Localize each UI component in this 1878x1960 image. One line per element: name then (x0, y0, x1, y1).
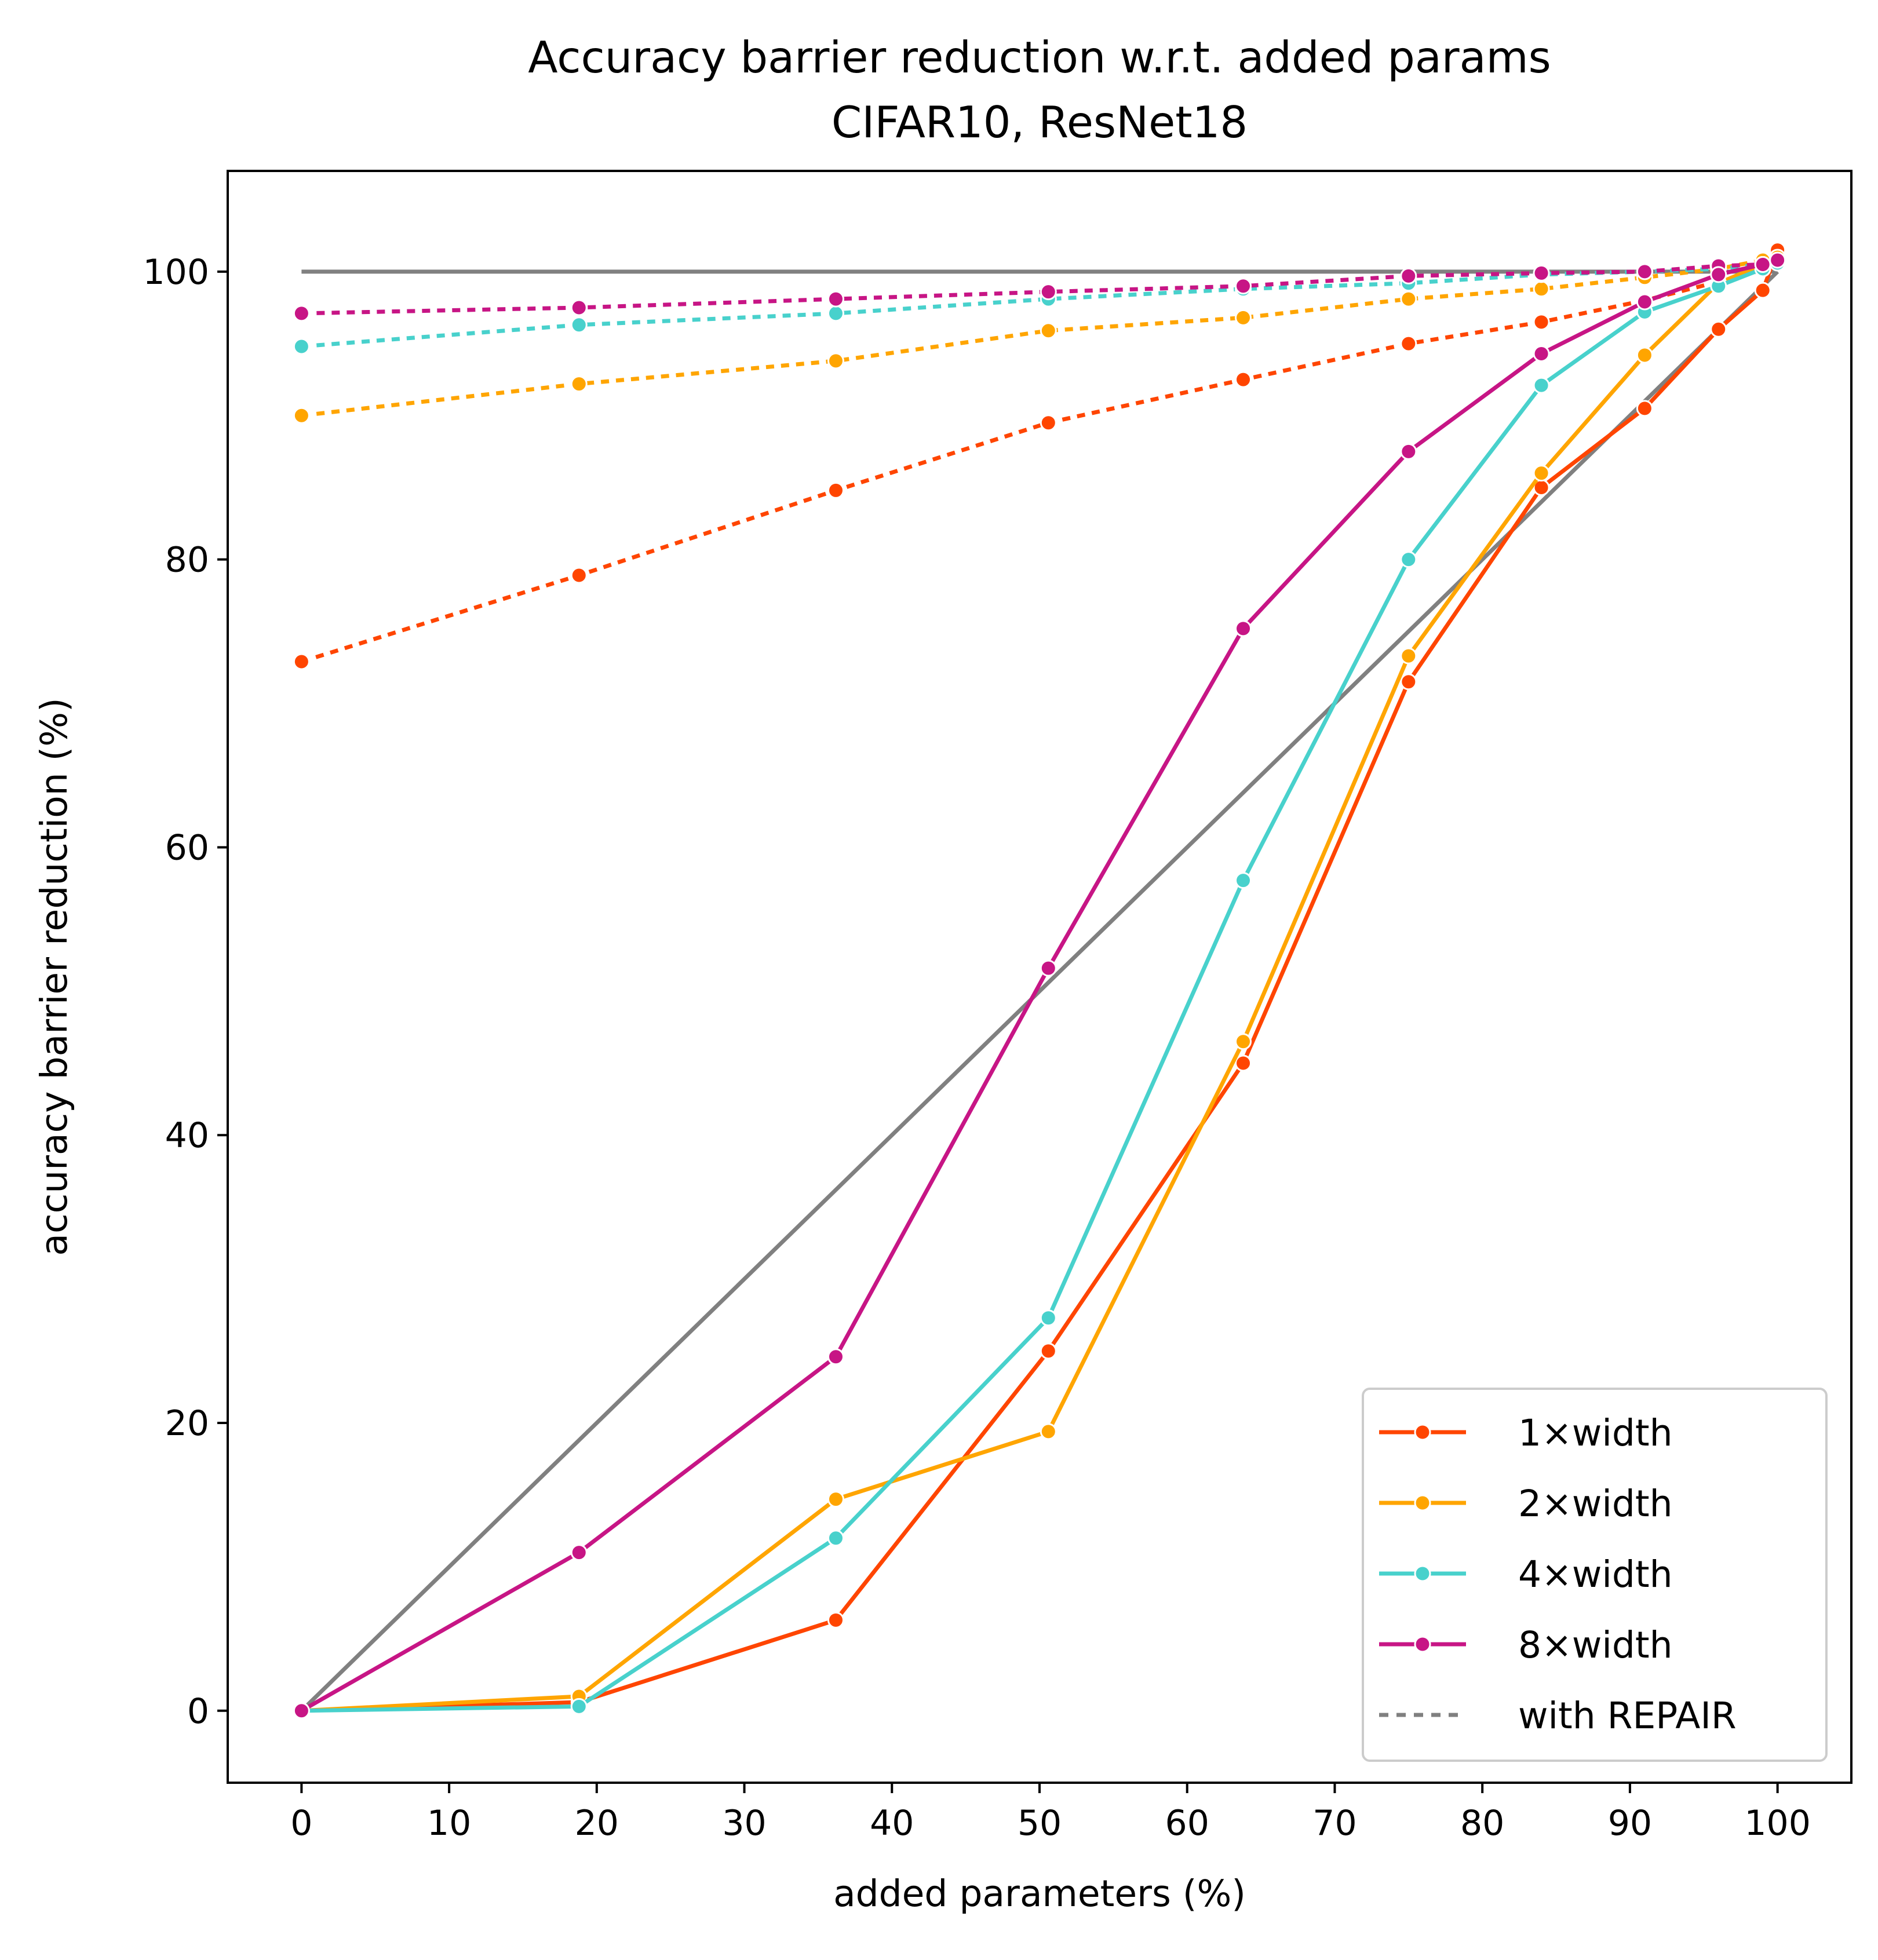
x-tick-label-90: 90 (1608, 1803, 1652, 1844)
series-6-point-0 (293, 338, 310, 355)
series-2-point-5 (1400, 551, 1417, 568)
series-7-point-4 (1235, 278, 1252, 295)
y-tick-label-0: 0 (187, 1691, 209, 1732)
series-2-point-1 (570, 1698, 588, 1715)
series-2-point-6 (1533, 377, 1550, 394)
series-3-point-6 (1533, 345, 1550, 362)
series-2-point-2 (827, 1530, 844, 1547)
series-3-point-10 (1769, 251, 1786, 269)
x-axis-label: added parameters (%) (833, 1873, 1246, 1915)
x-tick-label-20: 20 (575, 1803, 619, 1844)
series-0-point-2 (827, 1611, 844, 1629)
series-3-point-2 (827, 1348, 844, 1366)
series-3-point-5 (1400, 443, 1417, 460)
series-5-point-3 (1040, 322, 1057, 340)
series-4-point-6 (1533, 313, 1550, 331)
series-1-point-4 (1235, 1033, 1252, 1050)
series-3-point-8 (1710, 266, 1727, 283)
series-6-point-2 (827, 305, 844, 322)
chart-subtitle: CIFAR10, ResNet18 (832, 97, 1248, 148)
legend-label-2: 4×width (1518, 1553, 1673, 1596)
legend-marker-2 (1414, 1565, 1431, 1582)
legend-marker-3 (1414, 1636, 1431, 1653)
y-tick-label-60: 60 (165, 827, 209, 868)
y-tick-label-20: 20 (165, 1403, 209, 1444)
series-4-point-4 (1235, 371, 1252, 388)
x-tick-label-0: 0 (290, 1803, 312, 1844)
y-axis: 0 20 40 60 80 100 (143, 252, 228, 1732)
series-4-point-1 (570, 567, 588, 584)
x-tick-label-100: 100 (1744, 1803, 1811, 1844)
series-3-point-1 (570, 1544, 588, 1561)
series-4-point-0 (293, 653, 310, 670)
series-1-point-2 (827, 1491, 844, 1508)
legend-box (1362, 1388, 1828, 1762)
series-3 (293, 251, 1786, 1720)
series-1-point-5 (1400, 647, 1417, 665)
series-5-point-6 (1533, 280, 1550, 298)
series-7-point-5 (1400, 267, 1417, 284)
y-axis-label: accuracy barrier reduction (%) (33, 698, 75, 1255)
legend-marker-1 (1414, 1494, 1431, 1512)
chart-title: Accuracy barrier reduction w.r.t. added … (528, 32, 1551, 83)
series-4-point-2 (827, 481, 844, 499)
series-7-point-3 (1040, 283, 1057, 301)
legend-label-4: with REPAIR (1518, 1695, 1737, 1737)
x-tick-label-30: 30 (722, 1803, 766, 1844)
series-3-point-0 (293, 1702, 310, 1720)
x-tick-label-40: 40 (870, 1803, 914, 1844)
series-2-point-4 (1235, 872, 1252, 889)
series-7-point-0 (293, 305, 310, 322)
legend-marker-0 (1414, 1424, 1431, 1441)
series-0-point-5 (1400, 673, 1417, 691)
series-0-point-9 (1754, 282, 1771, 299)
series-3-point-4 (1235, 620, 1252, 637)
series-3-point-9 (1754, 256, 1771, 273)
series-4-point-3 (1040, 414, 1057, 432)
x-tick-label-70: 70 (1312, 1803, 1356, 1844)
series-7-point-1 (570, 299, 588, 316)
series-layer (293, 242, 1786, 1720)
series-1-point-3 (1040, 1423, 1057, 1440)
x-tick-label-80: 80 (1460, 1803, 1504, 1844)
series-0-point-8 (1710, 320, 1727, 338)
series-1-point-6 (1533, 465, 1550, 482)
series-3-point-7 (1636, 293, 1653, 311)
series-7-point-2 (827, 290, 844, 308)
y-tick-label-40: 40 (165, 1115, 209, 1156)
legend-label-1: 2×width (1518, 1483, 1673, 1525)
series-5-point-2 (827, 352, 844, 370)
series-5-point-0 (293, 407, 310, 424)
series-5-point-1 (570, 375, 588, 393)
x-tick-label-50: 50 (1018, 1803, 1062, 1844)
x-tick-label-10: 10 (427, 1803, 471, 1844)
series-6-point-1 (570, 316, 588, 334)
series-0-point-3 (1040, 1342, 1057, 1360)
x-tick-label-60: 60 (1165, 1803, 1209, 1844)
series-5-point-5 (1400, 290, 1417, 308)
legend: 1×width 2×width 4×width 8×width with REPAIR (1362, 1388, 1828, 1762)
series-2 (293, 254, 1786, 1720)
series-3-point-3 (1040, 959, 1057, 977)
series-1-point-7 (1636, 346, 1653, 364)
series-2-point-3 (1040, 1309, 1057, 1327)
x-axis: 0 10 20 30 40 50 60 70 80 90 100 (290, 1783, 1811, 1844)
legend-label-3: 8×width (1518, 1624, 1673, 1666)
y-tick-label-100: 100 (143, 252, 209, 293)
series-7-point-7 (1636, 263, 1653, 280)
series-7-point-6 (1533, 264, 1550, 282)
series-0-point-7 (1636, 400, 1653, 417)
legend-label-0: 1×width (1518, 1412, 1673, 1454)
reference-lines (300, 269, 1779, 1713)
reference-line-1 (300, 270, 1779, 1713)
y-tick-label-80: 80 (165, 540, 209, 581)
series-5-point-4 (1235, 309, 1252, 326)
series-0-point-4 (1235, 1054, 1252, 1072)
series-4-point-5 (1400, 335, 1417, 352)
